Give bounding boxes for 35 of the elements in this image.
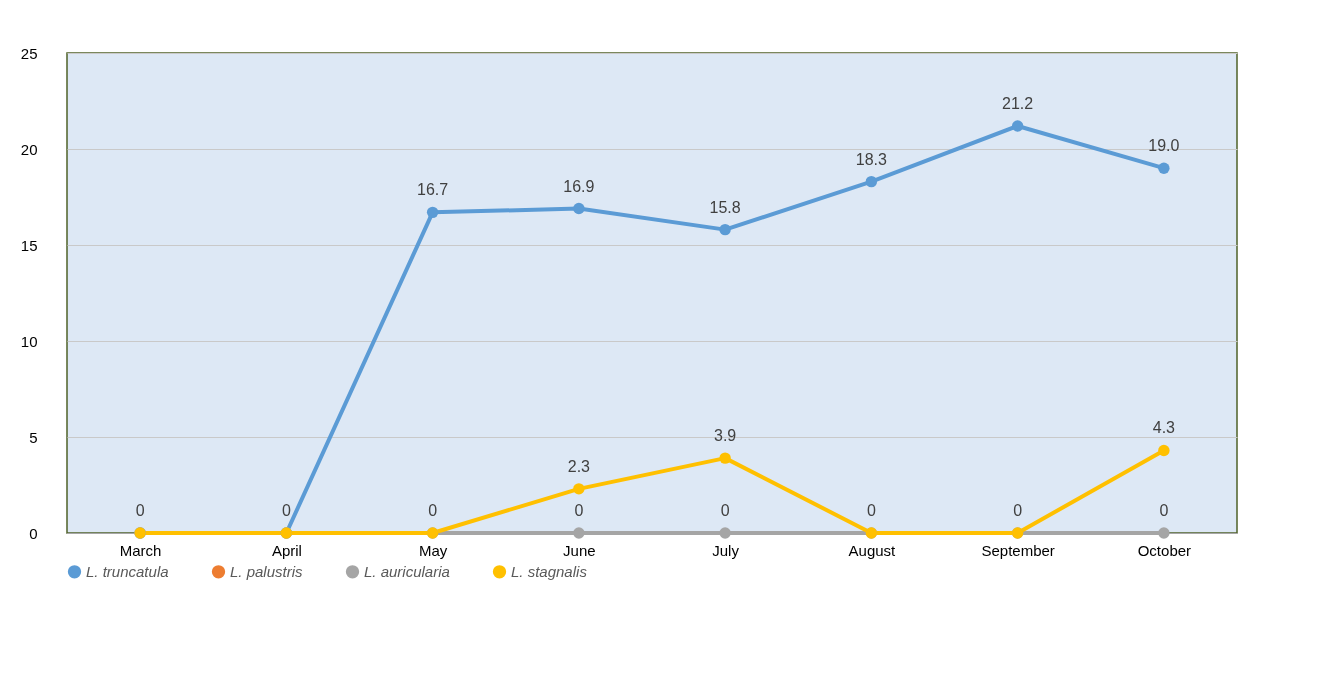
data-label: 0 xyxy=(135,502,145,519)
data-label: 0 xyxy=(1159,502,1169,519)
data-label: 21.2 xyxy=(1002,94,1034,112)
legend-label: L. truncatula xyxy=(86,562,169,580)
data-label: 0 xyxy=(281,502,291,519)
data-label: 0 xyxy=(574,502,584,519)
data-label: 4.3 xyxy=(1152,419,1176,437)
data-label: 0 xyxy=(720,502,730,519)
data-label: 16.7 xyxy=(417,181,449,199)
x-tick-label: July xyxy=(712,541,740,559)
y-tick-label: 10 xyxy=(20,332,38,350)
legend-label: L. palustris xyxy=(230,562,304,580)
y-tick-label: 25 xyxy=(20,44,38,62)
x-tick-label: August xyxy=(848,541,897,559)
x-tick-label: October xyxy=(1137,541,1192,559)
x-tick-label: May xyxy=(418,541,448,559)
data-label: 15.8 xyxy=(709,198,741,216)
x-tick-label: September xyxy=(981,541,1055,559)
y-tick-label: 20 xyxy=(20,140,38,158)
legend-label: L. auricularia xyxy=(364,562,450,580)
data-label: 18.3 xyxy=(855,150,888,168)
data-label: 16.9 xyxy=(563,177,595,195)
data-label: 0 xyxy=(428,502,438,519)
data-label: 0 xyxy=(1013,502,1023,519)
y-tick-label: 5 xyxy=(29,428,38,446)
data-label: 3.9 xyxy=(714,427,737,445)
data-label: 2.3 xyxy=(567,457,591,475)
x-tick-label: April xyxy=(271,541,302,559)
y-tick-label: 0 xyxy=(29,524,38,542)
x-tick-label: June xyxy=(563,541,596,559)
data-label: 19.0 xyxy=(1148,137,1180,155)
data-label: 0 xyxy=(866,502,876,519)
y-tick-label: 15 xyxy=(20,236,38,254)
legend-label: L. stagnalis xyxy=(511,562,588,580)
x-tick-label: March xyxy=(119,541,162,559)
